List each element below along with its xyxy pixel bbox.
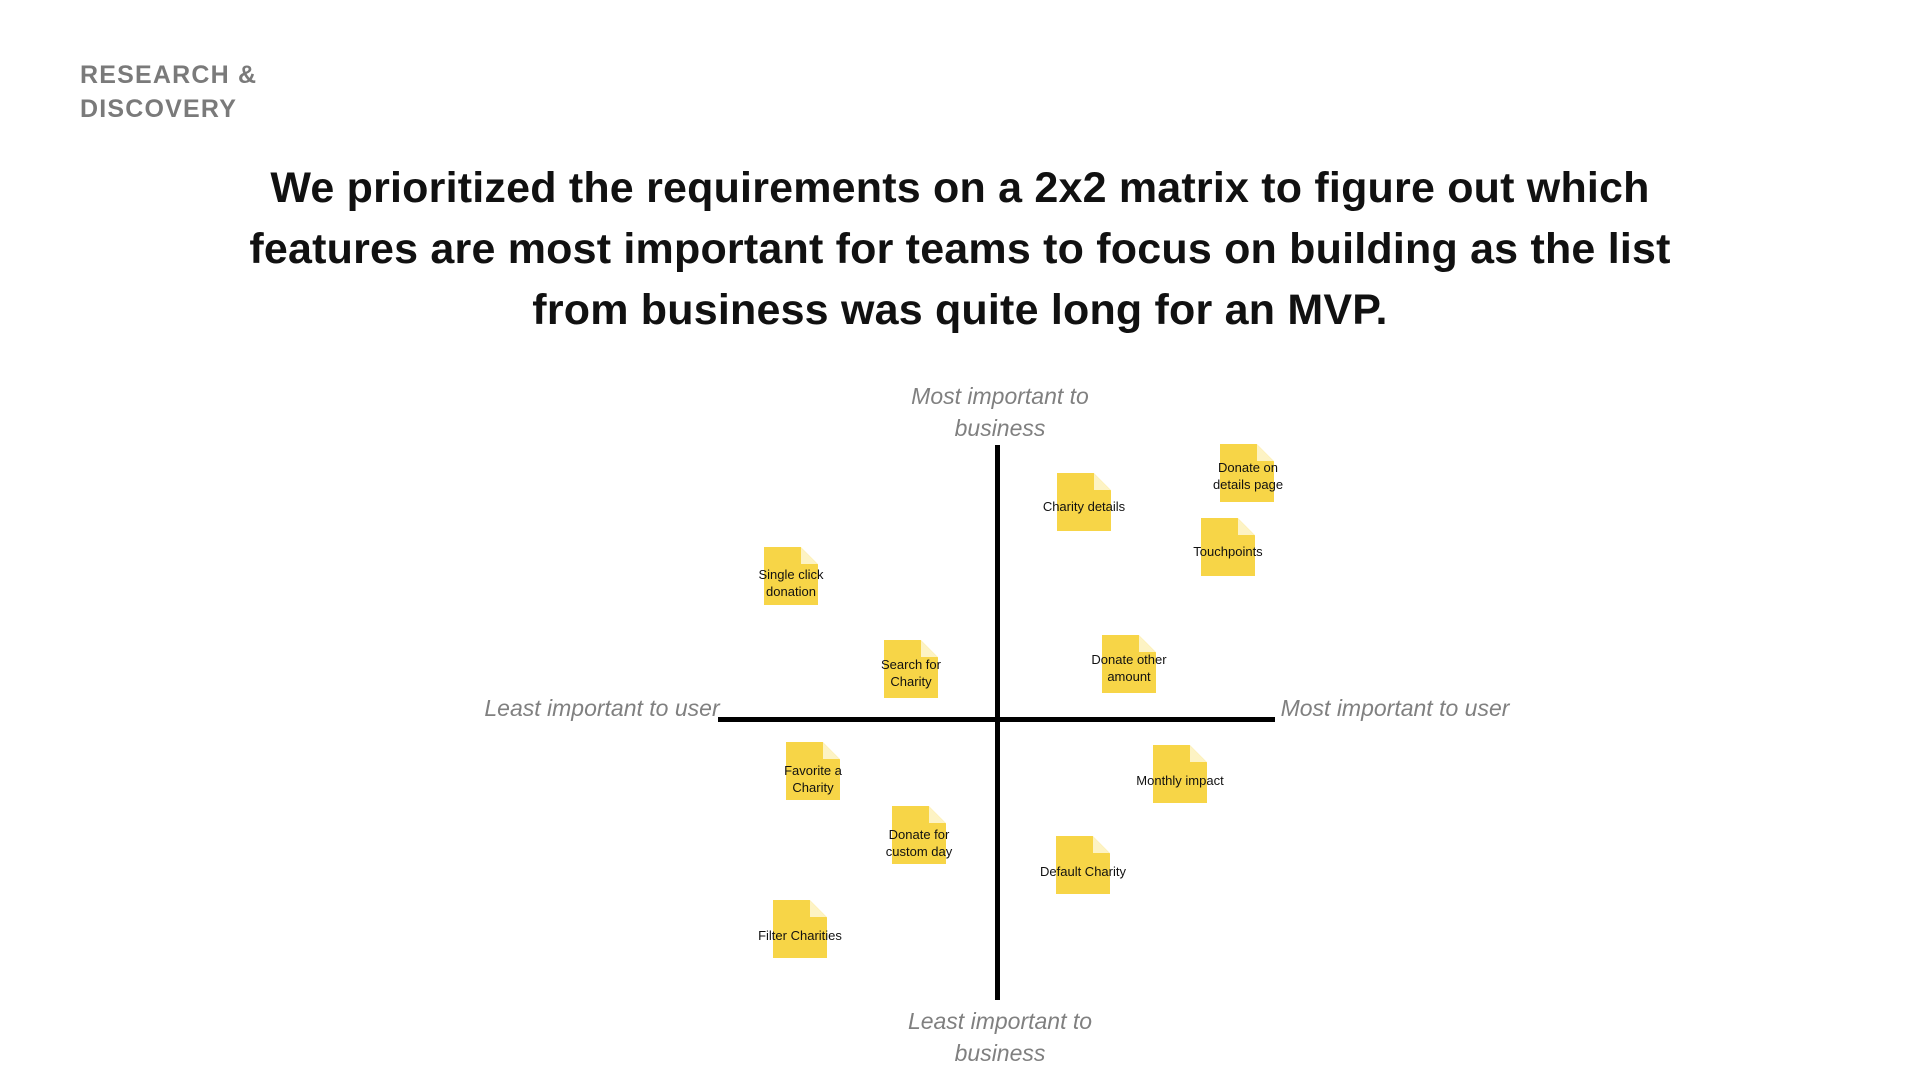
axis-label-top: Most important to business [911,383,1089,441]
sticky-note[interactable] [884,640,938,698]
sticky-note[interactable] [1153,745,1207,803]
sticky-note-label: Filter Charities [758,928,842,943]
axis-label-right: Most important to user [1280,695,1510,721]
sticky-note-label: Favorite a Charity [784,763,842,795]
sticky-note-label: Donate other amount [1091,652,1167,684]
axis-label-bottom: Least important to business [907,1008,1093,1066]
sticky-note[interactable] [1102,635,1156,693]
sticky-note-label: Donate on details page [1212,460,1284,492]
sticky-note[interactable] [892,806,946,864]
sticky-note-label: Touchpoints [1193,544,1263,559]
axis-label-left: Least important to user [484,695,720,721]
sticky-note[interactable] [786,742,840,800]
sticky-note-label: Search for Charity [881,657,941,689]
sticky-note-label: Default Charity [1040,864,1126,879]
sticky-note[interactable] [764,547,818,605]
sticky-note-label: Monthly impact [1136,773,1224,788]
section-label: RESEARCH & DISCOVERY [80,61,258,123]
sticky-note[interactable] [1057,473,1111,531]
sticky-note-label: Charity details [1042,499,1126,514]
sticky-note[interactable] [1220,444,1274,502]
horizontal-axis-line [718,717,1275,722]
sticky-note-label: Donate for custom day [885,827,953,859]
sticky-note-label: Single click donation [758,567,824,599]
sticky-note[interactable] [773,900,827,958]
sticky-note[interactable] [1056,836,1110,894]
page-headline: We prioritized the requirements on a 2x2… [249,164,1671,334]
sticky-note[interactable] [1201,518,1255,576]
vertical-axis-line [995,445,1000,1000]
